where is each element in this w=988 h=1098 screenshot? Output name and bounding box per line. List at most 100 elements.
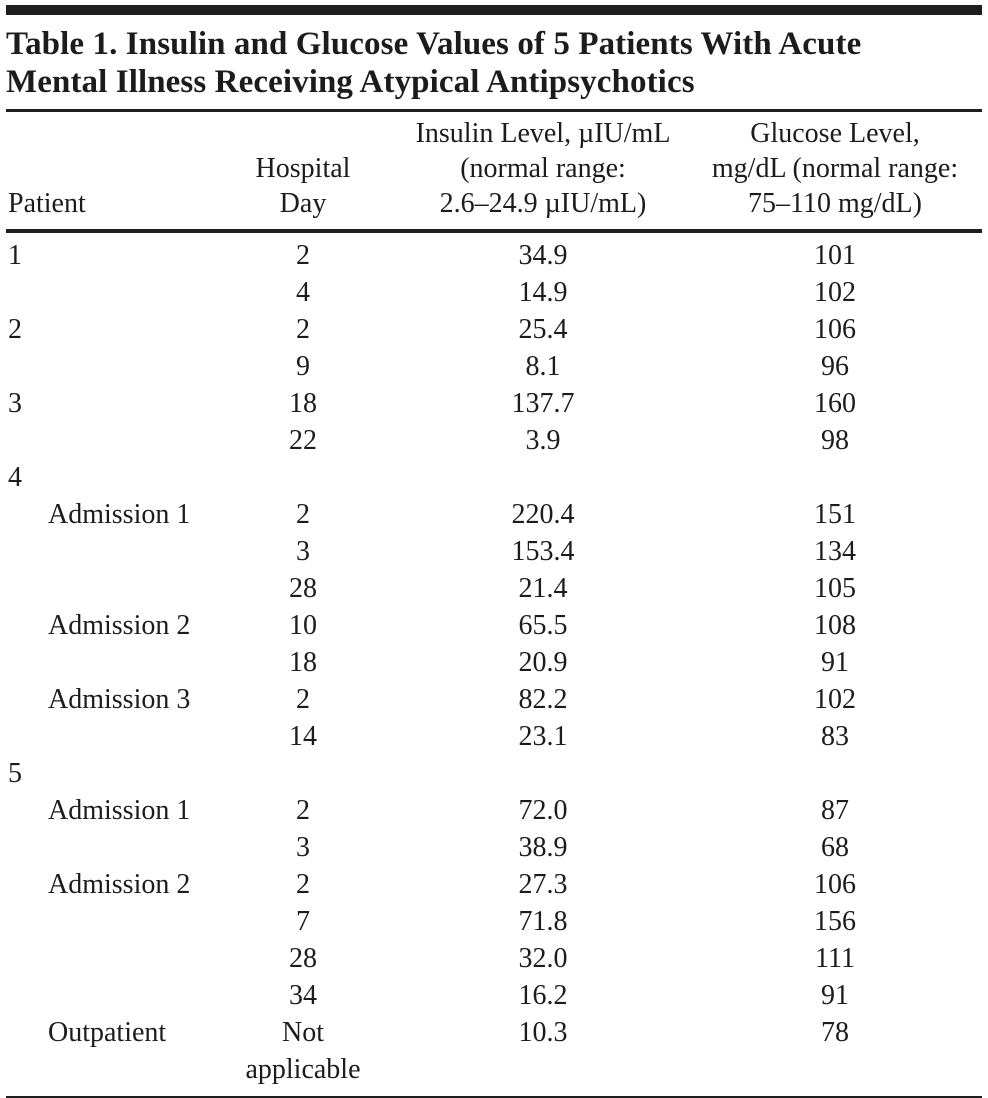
patient-cell: Admission 2: [48, 869, 191, 900]
table-row: 22 3.9 98: [6, 422, 982, 459]
insulin-cell: 72.0: [518, 795, 568, 826]
insulin-cell: 3.9: [525, 425, 561, 456]
table-row: Admission 3 2 82.2 102: [6, 681, 982, 718]
patient-cell: Admission 2: [48, 610, 191, 641]
title-divider: [6, 109, 982, 112]
patient-cell: Admission 1: [48, 795, 191, 826]
insulin-cell: 16.2: [518, 980, 568, 1011]
patient-cell: 4: [8, 462, 22, 493]
insulin-cell: 153.4: [511, 536, 575, 567]
glucose-cell: 106: [814, 869, 856, 900]
glucose-cell: 106: [814, 314, 856, 345]
patient-cell: [6, 977, 208, 1014]
day-cell: 2: [296, 240, 310, 271]
glucose-cell: 83: [821, 721, 849, 752]
glucose-cell: [688, 459, 982, 496]
table-row: 3 153.4 134: [6, 533, 982, 570]
day-cell: [208, 459, 398, 496]
insulin-cell: 137.7: [511, 388, 575, 419]
insulin-cell: 27.3: [518, 869, 568, 900]
day-cell: 18: [289, 388, 317, 419]
patient-cell: [6, 644, 208, 681]
glucose-cell: 151: [814, 499, 856, 530]
table-title: Table 1. Insulin and Glucose Values of 5…: [6, 26, 862, 100]
patient-cell: [6, 570, 208, 607]
table-row: 4 14.9 102: [6, 274, 982, 311]
insulin-cell: 8.1: [525, 351, 561, 382]
day-cell: 9: [296, 351, 310, 382]
table-row: Admission 2 10 65.5 108: [6, 607, 982, 644]
patient-cell: Admission 3: [48, 684, 191, 715]
day-cell: Not applicable: [245, 1017, 361, 1085]
glucose-cell: 98: [821, 425, 849, 456]
insulin-cell: 21.4: [518, 573, 568, 604]
table-row: 14 23.1 83: [6, 718, 982, 755]
glucose-cell: 102: [814, 684, 856, 715]
header-hospital-day: Hospital Day: [208, 112, 398, 233]
glucose-cell: 160: [814, 388, 856, 419]
glucose-cell: 87: [821, 795, 849, 826]
table-row: 18 20.9 91: [6, 644, 982, 681]
day-cell: 2: [296, 499, 310, 530]
insulin-cell: 65.5: [518, 610, 568, 641]
glucose-cell: 68: [821, 832, 849, 863]
patient-cell: 2: [8, 314, 22, 345]
patient-cell: [6, 422, 208, 459]
table-row: 1 2 34.9 101: [6, 231, 982, 274]
table-row: 34 16.2 91: [6, 977, 982, 1014]
table-row: 3 38.9 68: [6, 829, 982, 866]
insulin-cell: [398, 755, 688, 792]
header-row: Patient Hospital Day Insulin Level, µIU/…: [6, 112, 982, 233]
table-row: 28 32.0 111: [6, 940, 982, 977]
patient-cell: [6, 533, 208, 570]
day-cell: 3: [296, 536, 310, 567]
header-patient: Patient: [6, 112, 208, 233]
table-header: Patient Hospital Day Insulin Level, µIU/…: [6, 112, 982, 233]
day-cell: 14: [289, 721, 317, 752]
day-cell: 2: [296, 684, 310, 715]
table-figure: Table 1. Insulin and Glucose Values of 5…: [6, 5, 982, 1098]
day-cell: 18: [289, 647, 317, 678]
header-insulin-level: Insulin Level, µIU/mL (normal range: 2.6…: [398, 112, 688, 233]
table-row: Admission 1 2 72.0 87: [6, 792, 982, 829]
insulin-cell: 71.8: [518, 906, 568, 937]
patient-cell: Outpatient: [48, 1017, 167, 1048]
glucose-cell: 96: [821, 351, 849, 382]
day-cell: 28: [289, 943, 317, 974]
table-row: 7 71.8 156: [6, 903, 982, 940]
table-body: 1 2 34.9 101 4 14.9 102 2 2 25.4 106 9 8.1 96 3 18 137.7…: [6, 231, 982, 1098]
patient-cell: 1: [8, 240, 22, 271]
top-rule-bar: [6, 5, 982, 15]
patient-cell: [6, 274, 208, 311]
table-row: 9 8.1 96: [6, 348, 982, 385]
insulin-cell: 20.9: [518, 647, 568, 678]
insulin-cell: 32.0: [518, 943, 568, 974]
day-cell: 4: [296, 277, 310, 308]
header-glucose-level: Glucose Level, mg/dL (normal range: 75–1…: [688, 112, 982, 233]
insulin-cell: 25.4: [518, 314, 568, 345]
glucose-cell: 102: [814, 277, 856, 308]
patient-cell: [6, 718, 208, 755]
patient-cell: [6, 348, 208, 385]
day-cell: 2: [296, 795, 310, 826]
patient-cell: [6, 903, 208, 940]
table-row: 28 21.4 105: [6, 570, 982, 607]
day-cell: 7: [296, 906, 310, 937]
insulin-cell: 10.3: [518, 1017, 568, 1048]
table-row: 2 2 25.4 106: [6, 311, 982, 348]
glucose-cell: 105: [814, 573, 856, 604]
table-row: Admission 2 2 27.3 106: [6, 866, 982, 903]
glucose-cell: 78: [821, 1017, 849, 1048]
day-cell: 2: [296, 869, 310, 900]
glucose-cell: 91: [821, 647, 849, 678]
patient-cell: Admission 1: [48, 499, 191, 530]
table-row: Admission 1 2 220.4 151: [6, 496, 982, 533]
insulin-cell: 82.2: [518, 684, 568, 715]
day-cell: 28: [289, 573, 317, 604]
glucose-cell: 134: [814, 536, 856, 567]
patient-cell: [6, 829, 208, 866]
data-table: Patient Hospital Day Insulin Level, µIU/…: [6, 112, 982, 1098]
patient-cell: 3: [8, 388, 22, 419]
insulin-cell: 34.9: [518, 240, 568, 271]
patient-cell: [6, 940, 208, 977]
